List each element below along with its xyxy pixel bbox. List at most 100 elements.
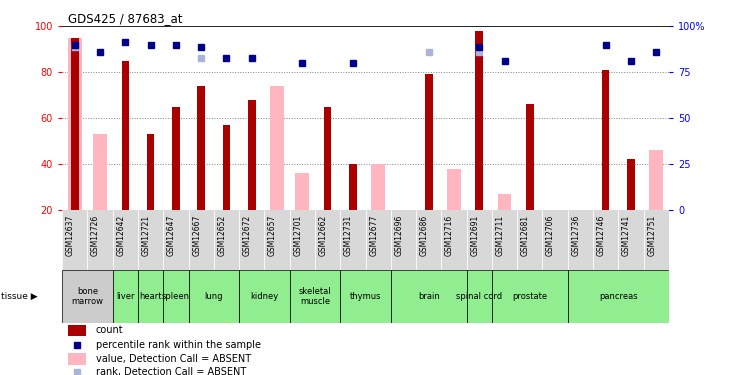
Text: GDS425 / 87683_at: GDS425 / 87683_at — [68, 12, 183, 25]
Text: value, Detection Call = ABSENT: value, Detection Call = ABSENT — [96, 354, 251, 364]
Text: GSM12677: GSM12677 — [369, 215, 378, 256]
Bar — [265, 210, 289, 270]
Text: GSM12711: GSM12711 — [496, 215, 504, 256]
Text: bone
marrow: bone marrow — [72, 286, 103, 306]
Bar — [62, 210, 88, 270]
Bar — [593, 210, 618, 270]
Bar — [649, 150, 663, 210]
Text: GSM12696: GSM12696 — [395, 215, 404, 256]
Bar — [447, 169, 461, 210]
Bar — [492, 270, 568, 322]
Text: GSM12701: GSM12701 — [293, 215, 303, 256]
Bar — [349, 164, 357, 210]
Bar — [289, 210, 315, 270]
Bar — [568, 210, 593, 270]
Bar — [391, 210, 416, 270]
Text: liver: liver — [116, 292, 135, 301]
Bar — [340, 270, 391, 322]
Bar — [68, 38, 82, 210]
Bar — [542, 210, 568, 270]
Text: percentile rank within the sample: percentile rank within the sample — [96, 339, 260, 350]
Text: heart: heart — [140, 292, 162, 301]
Text: GSM12681: GSM12681 — [520, 215, 530, 256]
Text: GSM12721: GSM12721 — [142, 215, 151, 256]
Bar — [295, 173, 309, 210]
Text: GSM12716: GSM12716 — [445, 215, 454, 256]
Bar — [121, 61, 129, 210]
Text: GSM12686: GSM12686 — [420, 215, 428, 256]
Bar — [138, 210, 163, 270]
Text: rank, Detection Call = ABSENT: rank, Detection Call = ABSENT — [96, 368, 246, 375]
Bar — [189, 210, 213, 270]
Bar — [371, 164, 385, 210]
Text: GSM12691: GSM12691 — [470, 215, 480, 256]
Bar — [416, 210, 442, 270]
Bar — [425, 75, 433, 210]
Text: GSM12637: GSM12637 — [66, 215, 75, 256]
Bar — [113, 270, 138, 322]
Text: tissue ▶: tissue ▶ — [1, 292, 37, 301]
Text: GSM12667: GSM12667 — [192, 215, 201, 256]
Bar — [492, 210, 518, 270]
Text: GSM12741: GSM12741 — [622, 215, 631, 256]
Text: skeletal
muscle: skeletal muscle — [299, 286, 331, 306]
Bar — [270, 86, 284, 210]
Text: spinal cord: spinal cord — [456, 292, 502, 301]
Bar — [602, 70, 610, 210]
Bar — [340, 210, 366, 270]
Text: GSM12731: GSM12731 — [344, 215, 353, 256]
Bar — [498, 194, 512, 210]
Text: lung: lung — [205, 292, 223, 301]
Bar — [239, 210, 265, 270]
Bar — [627, 159, 635, 210]
Bar — [163, 210, 189, 270]
Bar — [526, 104, 534, 210]
Text: pancreas: pancreas — [599, 292, 637, 301]
Bar — [289, 270, 340, 322]
Bar — [366, 210, 391, 270]
Text: GSM12736: GSM12736 — [572, 215, 580, 256]
Bar — [618, 210, 643, 270]
Bar — [147, 134, 154, 210]
Text: count: count — [96, 326, 123, 335]
Bar — [138, 270, 163, 322]
Bar — [189, 270, 239, 322]
Bar — [568, 270, 669, 322]
Bar — [113, 210, 138, 270]
Bar — [68, 353, 86, 364]
Bar — [197, 86, 205, 210]
Text: GSM12672: GSM12672 — [243, 215, 251, 256]
Text: thymus: thymus — [349, 292, 382, 301]
Bar — [518, 210, 542, 270]
Bar — [88, 210, 113, 270]
Bar — [213, 210, 239, 270]
Text: GSM12652: GSM12652 — [217, 215, 227, 256]
Text: GSM12746: GSM12746 — [596, 215, 606, 256]
Bar — [248, 100, 256, 210]
Bar — [71, 38, 79, 210]
Bar — [391, 270, 466, 322]
Text: GSM12657: GSM12657 — [268, 215, 277, 256]
Text: GSM12726: GSM12726 — [91, 215, 100, 256]
Bar — [466, 270, 492, 322]
Bar — [163, 270, 189, 322]
Bar — [93, 134, 107, 210]
Text: GSM12751: GSM12751 — [647, 215, 656, 256]
Text: GSM12647: GSM12647 — [167, 215, 176, 256]
Bar — [62, 270, 113, 322]
Bar — [466, 210, 492, 270]
Bar — [324, 106, 331, 210]
Bar — [172, 106, 180, 210]
Bar — [643, 210, 669, 270]
Text: GSM12706: GSM12706 — [546, 215, 555, 256]
Text: spleen: spleen — [162, 292, 190, 301]
Bar — [223, 125, 230, 210]
Text: kidney: kidney — [250, 292, 279, 301]
Text: GSM12642: GSM12642 — [116, 215, 125, 256]
Text: prostate: prostate — [512, 292, 548, 301]
Bar — [315, 210, 340, 270]
Text: GSM12662: GSM12662 — [319, 215, 327, 256]
Bar — [68, 325, 86, 336]
Bar — [239, 270, 289, 322]
Bar — [442, 210, 466, 270]
